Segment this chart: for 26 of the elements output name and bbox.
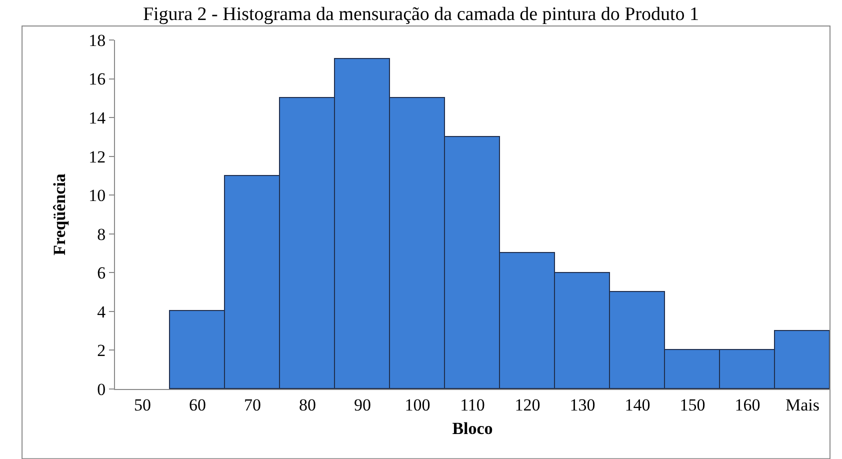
y-tick-label: 4	[97, 302, 106, 322]
x-tick-label: 120	[514, 395, 540, 414]
x-tick-label: 130	[570, 395, 596, 414]
x-tick-label: 140	[624, 395, 650, 414]
y-axis-title: Freqüência	[50, 173, 70, 256]
x-tick-label: 150	[680, 395, 706, 414]
y-tick-label: 10	[88, 186, 106, 206]
x-tick-label: 90	[354, 395, 371, 414]
x-tick-label: 70	[244, 395, 261, 414]
y-tick-label: 6	[97, 264, 106, 283]
x-tick-label: 50	[134, 395, 151, 414]
x-tick-label: 100	[404, 395, 430, 414]
x-tick-label: 110	[460, 395, 485, 414]
x-axis-title: Bloco	[452, 418, 493, 438]
x-tick-label: 80	[299, 395, 316, 414]
y-tick-label: 16	[88, 70, 106, 89]
y-tick-label: 0	[97, 380, 106, 399]
y-tick-label: 18	[88, 30, 106, 50]
y-tick-label: 14	[88, 108, 106, 128]
y-tick-label: 12	[88, 147, 106, 166]
y-tick-label: 2	[97, 341, 106, 360]
chart-title: Figura 2 - Histograma da mensuração da camada de pintura do Produto 1	[142, 4, 700, 26]
y-tick-label: 8	[97, 224, 106, 244]
x-tick-label: 60	[189, 395, 206, 414]
x-tick-label: Mais	[786, 395, 820, 414]
x-tick-label: 160	[734, 395, 760, 414]
